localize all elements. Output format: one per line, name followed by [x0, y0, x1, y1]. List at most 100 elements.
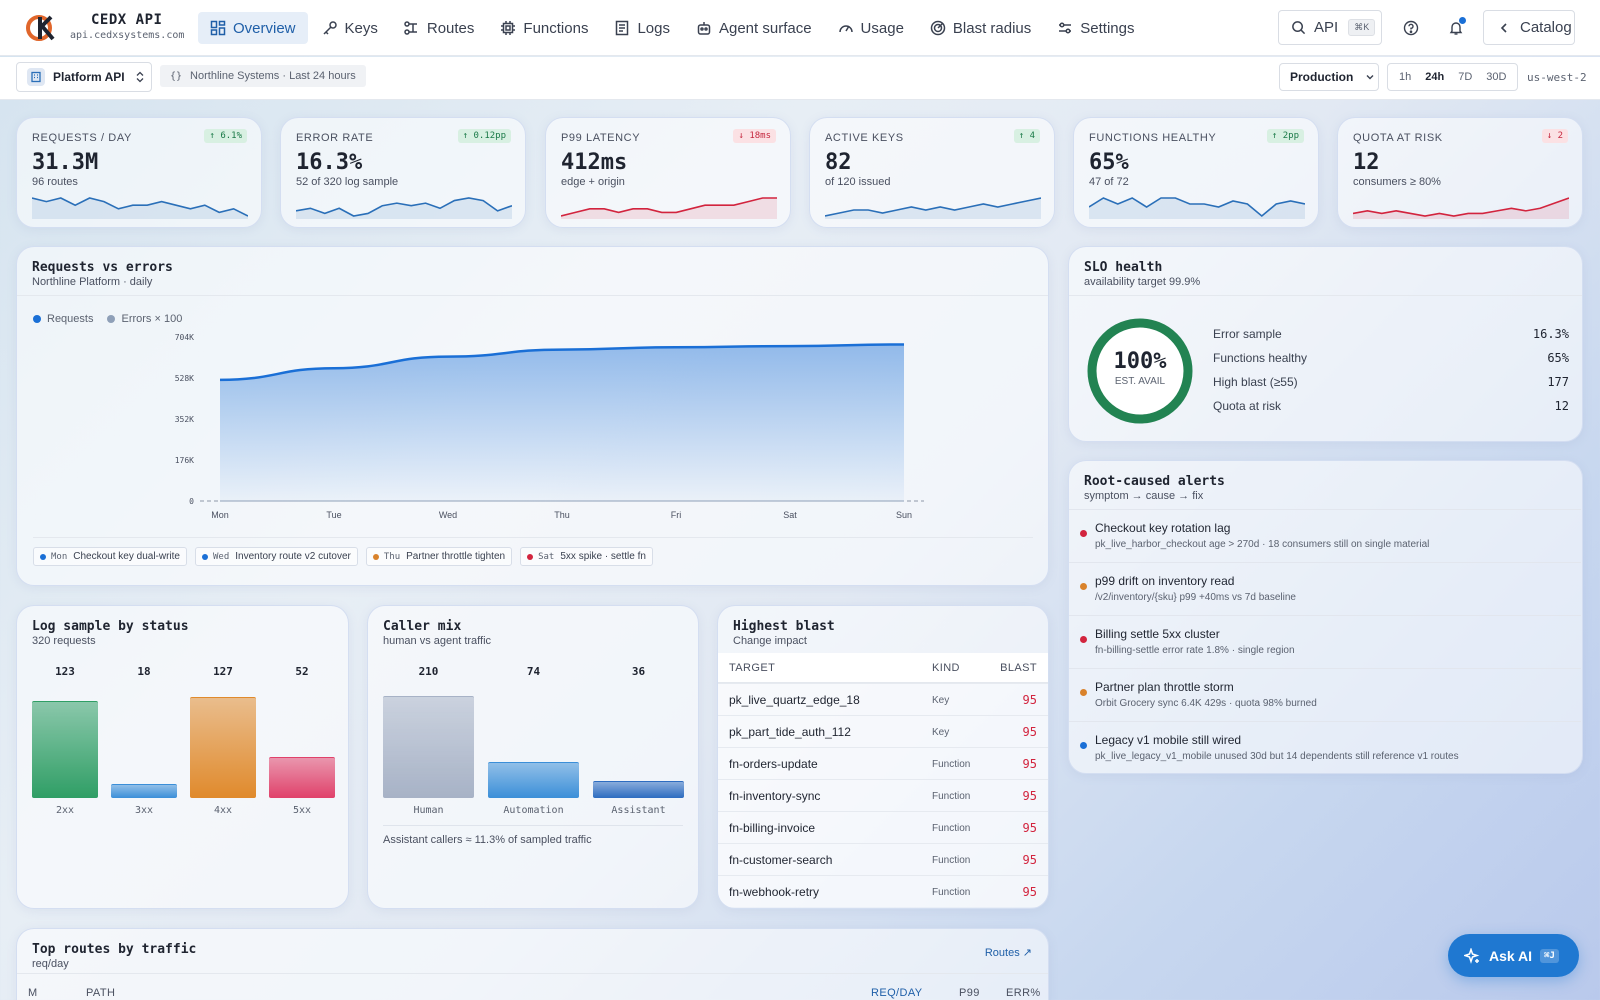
slo-value: 16.3% — [1532, 327, 1569, 341]
sparkline-line — [296, 197, 512, 217]
blast-row[interactable]: pk_part_tide_auth_112 Key 95 — [718, 715, 1048, 747]
legend-errors[interactable]: Errors × 100 — [107, 313, 182, 325]
col-method[interactable]: M — [28, 987, 38, 999]
highest-blast-card: Highest blast Change impact TARGET KIND … — [717, 605, 1049, 909]
event-chip[interactable]: Sat 5xx spike · settle fn — [520, 547, 653, 566]
blast-target: pk_live_quartz_edge_18 — [729, 693, 860, 707]
card-subtitle: symptom → cause → fix — [1084, 490, 1204, 502]
legend-requests[interactable]: Requests — [33, 313, 93, 325]
brand-logo[interactable] — [26, 13, 56, 43]
legend-label: Errors × 100 — [121, 313, 183, 325]
nav-usage[interactable]: Usage — [826, 12, 916, 44]
bar-value-label: 123 — [55, 665, 75, 678]
nav-overview[interactable]: Overview — [198, 12, 308, 44]
sparkle-icon — [1464, 947, 1480, 964]
blast-row[interactable]: fn-orders-update Function 95 — [718, 747, 1048, 779]
blast-row[interactable]: fn-billing-invoice Function 95 — [718, 811, 1048, 843]
blast-score: 95 — [1022, 885, 1037, 899]
card-subtitle: Northline Platform · daily — [32, 276, 153, 288]
nav-label: Keys — [344, 19, 378, 37]
catalog-button[interactable]: Catalog — [1483, 10, 1575, 45]
kpi-card[interactable]: QUOTA AT RISK 12 consumers ≥ 80% ↓ 2 — [1337, 117, 1583, 228]
blast-row[interactable]: fn-customer-search Function 95 — [718, 843, 1048, 875]
notifications-button[interactable] — [1442, 14, 1470, 42]
search-button[interactable]: API ⌘K — [1278, 10, 1382, 45]
blast-score: 95 — [1022, 821, 1037, 835]
slo-row: Quota at risk 12 — [1213, 399, 1569, 413]
ask-ai-button[interactable]: Ask AI ⌘J — [1448, 934, 1579, 977]
col-kind[interactable]: KIND — [932, 662, 960, 674]
col-path[interactable]: PATH — [86, 987, 116, 999]
gauge-value: 100% — [1113, 349, 1167, 374]
blast-score: 95 — [1022, 725, 1037, 739]
bar-value-label: 127 — [213, 665, 233, 678]
y-tick-label: 528K — [175, 374, 194, 383]
nav-settings[interactable]: Settings — [1045, 12, 1146, 44]
kpi-card[interactable]: ERROR RATE 16.3% 52 of 320 log sample ↑ 0.1… — [280, 117, 526, 228]
kpi-card[interactable]: P99 LATENCY 412ms edge + origin ↓ 18ms — [545, 117, 791, 228]
blast-row[interactable]: pk_live_quartz_edge_18 Key 95 — [718, 683, 1048, 715]
event-label: 5xx spike · settle fn — [560, 551, 646, 562]
environment-select[interactable]: Production — [1279, 63, 1379, 91]
kpi-card[interactable]: REQUESTS / DAY 31.3M 96 routes ↑ 6.1% — [16, 117, 262, 228]
blast-target: fn-webhook-retry — [729, 885, 820, 899]
bar-2xx[interactable] — [32, 700, 98, 798]
environment-label: Production — [1290, 70, 1354, 84]
search-shortcut: ⌘K — [1348, 19, 1376, 36]
blast-row[interactable]: fn-inventory-sync Function 95 — [718, 779, 1048, 811]
alert-item[interactable]: p99 drift on inventory read/v2/inventory… — [1069, 562, 1581, 615]
nav-routes[interactable]: Routes — [392, 12, 487, 44]
event-chip[interactable]: Wed Inventory route v2 cutover — [194, 547, 358, 566]
event-chip[interactable]: Mon Checkout key dual-write — [33, 547, 187, 566]
kpi-card[interactable]: FUNCTIONS HEALTHY 65% 47 of 72 ↑ 2pp — [1073, 117, 1319, 228]
alert-item[interactable]: Billing settle 5xx cluster fn-billing-set… — [1069, 615, 1581, 668]
routes-link[interactable]: Routes ↗ — [984, 947, 1032, 959]
col-req-day[interactable]: REQ/DAY — [871, 987, 923, 999]
nav-agent-surface[interactable]: Agent surface — [684, 12, 824, 44]
sliders-icon — [1059, 22, 1072, 34]
col-target[interactable]: TARGET — [729, 662, 776, 674]
slo-row: Error sample 16.3% — [1213, 327, 1569, 341]
project-selector[interactable]: Platform API — [16, 62, 152, 92]
range-7d[interactable]: 7D — [1458, 71, 1473, 83]
nav-functions[interactable]: Functions — [488, 12, 600, 44]
kpi-card[interactable]: ACTIVE KEYS 82 of 120 issued ↑ 4 — [809, 117, 1055, 228]
col-blast[interactable]: BLAST — [1000, 662, 1037, 674]
sparkline-line — [1353, 197, 1569, 217]
nav-label: Blast radius — [952, 19, 1032, 37]
bar-human[interactable] — [383, 695, 474, 798]
help-button[interactable] — [1397, 14, 1425, 42]
blast-row[interactable]: fn-webhook-retry Function 95 — [718, 875, 1048, 907]
alert-item[interactable]: Partner plan throttle storm Orbit Grocery… — [1069, 668, 1581, 721]
nav-blast-radius[interactable]: Blast radius — [918, 12, 1043, 44]
range-30d[interactable]: 30D — [1486, 71, 1507, 83]
kpi-sparkline — [32, 197, 248, 219]
bar-4xx[interactable] — [190, 697, 256, 798]
alert-detail: fn-billing-settle error rate 1.8% · sing… — [1095, 645, 1295, 656]
bar-category-label: 5xx — [292, 805, 312, 816]
bar-5xx[interactable] — [269, 756, 335, 798]
col-err[interactable]: ERR% — [1006, 987, 1041, 999]
bar-category-label: Assistant — [611, 805, 666, 816]
range-24h[interactable]: 24h — [1425, 71, 1445, 83]
col-p99[interactable]: P99 — [959, 987, 980, 999]
range-1h[interactable]: 1h — [1399, 71, 1412, 83]
search-icon — [1292, 21, 1306, 35]
event-chip[interactable]: Thu Partner throttle tighten — [365, 547, 513, 566]
bar-automation[interactable] — [488, 762, 579, 798]
routes-icon — [404, 21, 417, 35]
severity-dot — [1080, 636, 1087, 643]
alert-item[interactable]: Checkout key rotation lag pk_live_harbor_… — [1069, 509, 1581, 562]
nav-logs[interactable]: Logs — [602, 12, 682, 44]
alert-detail: pk_live_legacy_v1_mobile unused 30d but … — [1095, 751, 1459, 762]
nav-label: Functions — [523, 19, 589, 37]
bar-assistant[interactable] — [593, 780, 684, 798]
bar-3xx[interactable] — [111, 783, 177, 798]
nav-keys[interactable]: Keys — [310, 12, 390, 44]
key-icon — [322, 21, 337, 35]
sparkline-line — [1089, 197, 1305, 218]
grid-icon — [210, 20, 226, 36]
alert-item[interactable]: Legacy v1 mobile still wired pk_live_lega… — [1069, 721, 1581, 774]
time-range-selector: 1h 24h 7D 30D — [1387, 63, 1519, 91]
chip-icon — [501, 21, 516, 35]
